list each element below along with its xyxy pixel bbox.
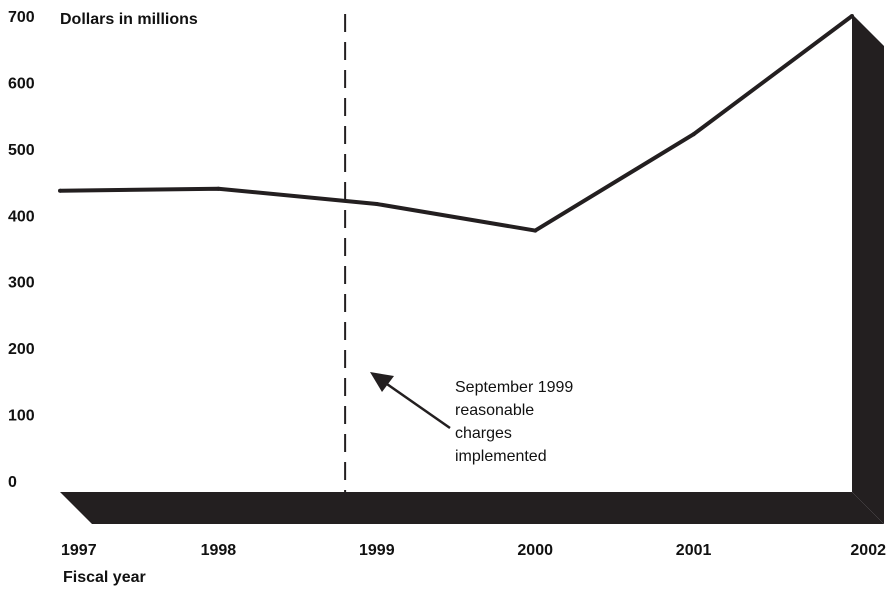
x-tick-label: 2000	[517, 542, 553, 559]
chart-right-wall	[852, 14, 884, 524]
x-tick-label: 2002	[850, 542, 886, 559]
series-point	[216, 186, 221, 191]
x-tick-label: 1997	[61, 542, 97, 559]
x-tick-label: 2001	[676, 542, 712, 559]
annotation-arrow-head	[370, 372, 394, 392]
y-tick-labels: 0 100 200 300 400 500 600 700	[8, 9, 35, 491]
series-point	[850, 14, 854, 18]
x-tick-labels: 1997 1998 1999 2000 2001 2002	[61, 542, 886, 559]
y-tick-label: 400	[8, 208, 35, 225]
annotation-line-1: September 1999	[455, 379, 573, 396]
y-tick-label: 100	[8, 408, 35, 425]
y-tick-label: 600	[8, 75, 35, 92]
annotation-line-2: reasonable	[455, 402, 534, 419]
y-tick-label: 0	[8, 474, 17, 491]
series-point	[374, 201, 379, 206]
series-points	[58, 14, 854, 233]
x-tick-label: 1998	[201, 542, 237, 559]
chart-base	[60, 492, 884, 524]
x-tick-label: 1999	[359, 542, 395, 559]
y-tick-label: 200	[8, 341, 35, 358]
series-point	[58, 188, 62, 193]
annotation-line-4: implemented	[455, 448, 547, 465]
y-tick-label: 500	[8, 142, 35, 159]
annotation-line-3: charges	[455, 425, 512, 442]
y-tick-label: 700	[8, 9, 35, 26]
y-tick-label: 300	[8, 275, 35, 292]
series-point	[691, 132, 696, 137]
series-point	[533, 228, 538, 233]
y-axis-label: Dollars in millions	[60, 11, 198, 28]
x-axis-label: Fiscal year	[63, 569, 146, 586]
annotation-arrow-shaft	[383, 380, 451, 430]
series-line	[59, 14, 854, 233]
